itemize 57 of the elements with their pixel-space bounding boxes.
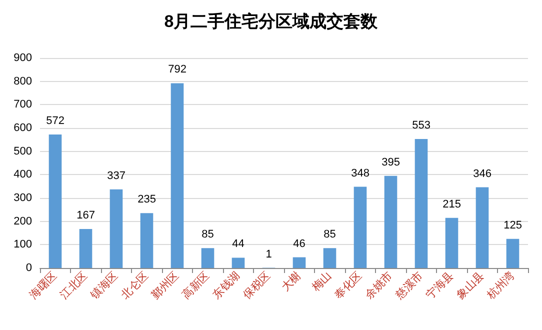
data-label: 235 [138, 194, 156, 206]
data-label: 44 [232, 238, 244, 250]
bar [79, 229, 92, 268]
chart-title: 8月二手住宅分区域成交套数 [164, 12, 379, 31]
data-label: 215 [442, 198, 461, 210]
bar [48, 134, 62, 268]
data-label: 395 [382, 156, 400, 168]
data-label: 167 [76, 210, 95, 222]
x-tick-label: 梅山 [308, 269, 334, 295]
data-label: 337 [107, 170, 126, 182]
data-label: 572 [46, 115, 64, 128]
y-tick-label: 400 [14, 168, 32, 181]
bar [323, 248, 336, 268]
data-label: 792 [168, 64, 186, 76]
bar [476, 187, 489, 268]
x-tick-label: 保税区 [240, 269, 273, 302]
bar [140, 213, 154, 268]
y-tick-label: 300 [14, 192, 32, 204]
bar [110, 189, 123, 268]
bar [170, 83, 184, 268]
x-tick-label: 余姚市 [362, 269, 395, 302]
y-tick-label: 800 [14, 75, 32, 88]
x-tick-label: 东钱湖 [210, 269, 242, 302]
bar [292, 257, 306, 268]
bar [445, 218, 458, 268]
bar [414, 138, 428, 268]
y-tick-label: 900 [14, 52, 32, 64]
x-tick-label: 象山县 [454, 269, 486, 302]
x-tick-label: 宁海县 [423, 269, 456, 302]
x-tick-label: 江北区 [57, 269, 90, 302]
bar [232, 258, 245, 268]
x-tick-label: 大榭 [278, 269, 304, 294]
bar [354, 186, 367, 268]
x-tick-label: 奉化区 [332, 270, 364, 302]
data-label: 125 [504, 219, 522, 232]
bar [506, 238, 520, 268]
x-tick-label: 镇海区 [88, 270, 120, 302]
data-label: 46 [293, 238, 306, 250]
x-tick-label: 高新区 [179, 269, 212, 302]
data-label: 1 [266, 248, 272, 260]
y-tick-label: 200 [14, 215, 32, 228]
data-label: 348 [351, 167, 370, 180]
x-tick-label: 北仑区 [118, 269, 151, 302]
y-tick-label: 600 [14, 122, 32, 134]
data-label: 346 [473, 168, 492, 180]
data-label: 85 [324, 228, 336, 241]
y-tick-label: 700 [14, 98, 32, 111]
x-tick-label: 鄞州区 [148, 269, 182, 302]
x-tick-label: 慈溪市 [392, 269, 426, 302]
data-label: 85 [202, 228, 214, 241]
bar [201, 248, 214, 268]
y-tick-label: 0 [26, 262, 32, 274]
y-tick-label: 500 [14, 145, 32, 158]
bar [384, 176, 398, 268]
x-tick-label: 杭州湾 [484, 269, 517, 302]
y-tick-label: 100 [14, 238, 32, 251]
data-label: 553 [412, 119, 430, 132]
